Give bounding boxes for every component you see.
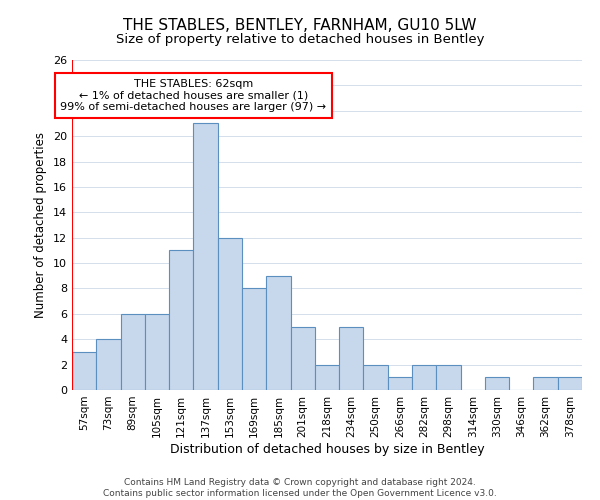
Text: Size of property relative to detached houses in Bentley: Size of property relative to detached ho… (116, 32, 484, 46)
Y-axis label: Number of detached properties: Number of detached properties (34, 132, 47, 318)
Bar (436, 364, 461, 390)
Bar (96, 339, 121, 390)
Bar (169, 250, 193, 390)
Bar (558, 378, 582, 390)
Bar (242, 288, 266, 390)
Bar (72, 352, 96, 390)
Bar (485, 378, 509, 390)
Bar (290, 326, 315, 390)
Bar (364, 364, 388, 390)
Bar (339, 326, 364, 390)
Bar (388, 378, 412, 390)
Bar (266, 276, 290, 390)
Bar (193, 124, 218, 390)
Bar (218, 238, 242, 390)
Text: THE STABLES, BENTLEY, FARNHAM, GU10 5LW: THE STABLES, BENTLEY, FARNHAM, GU10 5LW (123, 18, 477, 32)
Bar (533, 378, 558, 390)
X-axis label: Distribution of detached houses by size in Bentley: Distribution of detached houses by size … (170, 442, 484, 456)
Text: Contains HM Land Registry data © Crown copyright and database right 2024.
Contai: Contains HM Land Registry data © Crown c… (103, 478, 497, 498)
Bar (412, 364, 436, 390)
Bar (315, 364, 339, 390)
Bar (121, 314, 145, 390)
Text: THE STABLES: 62sqm
← 1% of detached houses are smaller (1)
99% of semi-detached : THE STABLES: 62sqm ← 1% of detached hous… (61, 79, 326, 112)
Bar (145, 314, 169, 390)
